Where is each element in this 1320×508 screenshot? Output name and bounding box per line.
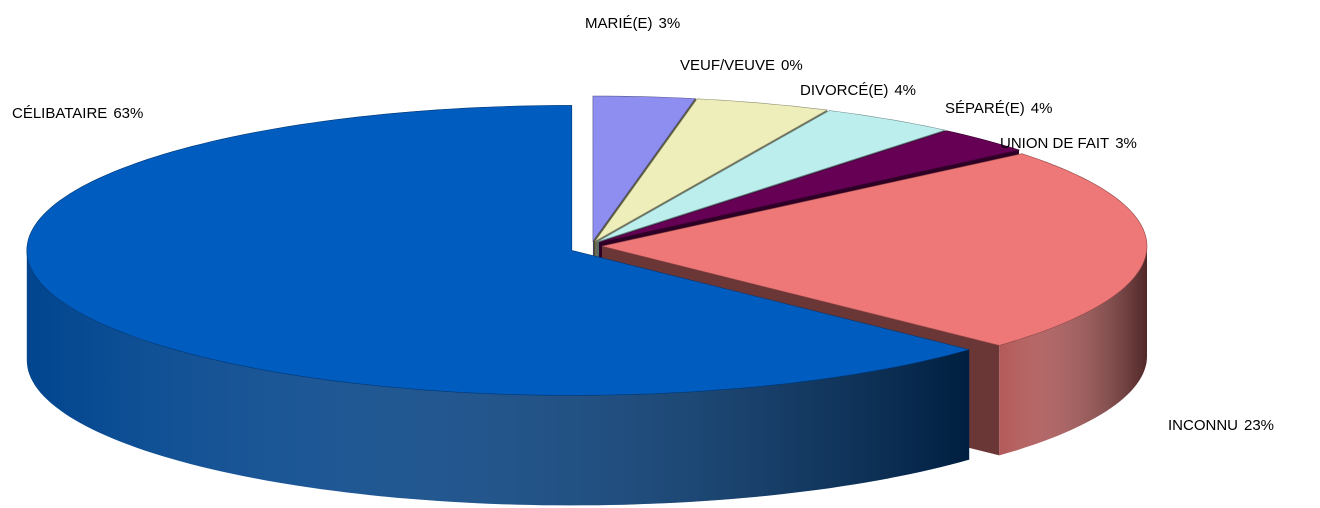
label-category: INCONNU bbox=[1168, 417, 1238, 434]
label-category: DIVORCÉ(E) bbox=[800, 82, 888, 99]
data-label: UNION DE FAIT 3% bbox=[1000, 135, 1137, 152]
slice bbox=[601, 153, 1148, 346]
label-value: 63% bbox=[113, 105, 143, 122]
slice bbox=[26, 105, 971, 396]
label-value: 0% bbox=[781, 57, 803, 74]
slice bbox=[597, 110, 946, 243]
slice bbox=[593, 98, 697, 242]
data-label: SÉPARÉ(E) 4% bbox=[945, 100, 1052, 117]
label-category: CÉLIBATAIRE bbox=[12, 105, 107, 122]
label-category: MARIÉ(E) bbox=[585, 15, 653, 32]
data-label: INCONNU 23% bbox=[1168, 417, 1274, 434]
slice bbox=[594, 98, 829, 242]
slice bbox=[598, 130, 1021, 243]
pie-tops bbox=[26, 95, 1148, 396]
label-value: 4% bbox=[894, 82, 916, 99]
label-value: 4% bbox=[1031, 100, 1053, 117]
data-label: VEUF/VEUVE 0% bbox=[680, 57, 803, 74]
data-label: DIVORCÉ(E) 4% bbox=[800, 82, 916, 99]
label-value: 3% bbox=[1115, 135, 1137, 152]
label-value: 23% bbox=[1244, 417, 1274, 434]
data-label: MARIÉ(E) 3% bbox=[585, 15, 680, 32]
slice bbox=[592, 95, 696, 242]
data-label: CÉLIBATAIRE 63% bbox=[12, 105, 143, 122]
label-category: VEUF/VEUVE bbox=[680, 57, 775, 74]
label-value: 3% bbox=[659, 15, 681, 32]
label-category: SÉPARÉ(E) bbox=[945, 100, 1025, 117]
label-category: UNION DE FAIT bbox=[1000, 135, 1109, 152]
